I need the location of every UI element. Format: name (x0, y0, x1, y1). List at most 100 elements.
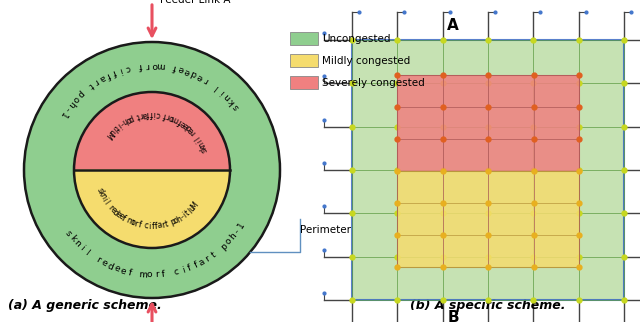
Text: Severely congested: Severely congested (322, 78, 425, 88)
Text: B: B (447, 309, 459, 322)
Text: m: m (138, 270, 148, 279)
Text: l: l (102, 199, 110, 206)
Text: 1: 1 (58, 109, 68, 119)
Text: f: f (138, 61, 143, 70)
Text: 1: 1 (236, 221, 246, 231)
Text: d: d (184, 123, 194, 133)
Text: i: i (182, 211, 189, 220)
Text: f: f (127, 268, 132, 277)
Bar (397, 75, 579, 171)
Text: -: - (233, 227, 242, 235)
Text: h: h (120, 116, 129, 126)
Text: f: f (150, 109, 152, 118)
Text: r: r (138, 110, 143, 120)
Text: A: A (447, 17, 459, 33)
Text: h: h (175, 214, 184, 224)
Bar (397, 171, 579, 267)
Text: r: r (161, 220, 166, 230)
Text: r: r (145, 61, 150, 70)
Text: a: a (141, 109, 147, 119)
Text: f: f (152, 222, 154, 231)
Text: e: e (177, 64, 185, 74)
Text: m: m (124, 216, 135, 227)
Text: Feeder Link A: Feeder Link A (160, 0, 230, 5)
Text: l: l (83, 248, 91, 257)
Text: f: f (105, 70, 111, 80)
Text: o: o (124, 114, 132, 124)
Text: f: f (186, 263, 193, 273)
Text: t: t (164, 220, 169, 229)
Text: s: s (63, 229, 73, 238)
Text: i: i (153, 109, 156, 118)
Text: i: i (218, 88, 226, 96)
Text: e: e (195, 71, 204, 82)
Text: t: t (184, 209, 192, 218)
Text: r: r (94, 255, 102, 265)
Text: f: f (120, 214, 127, 223)
Text: p: p (75, 88, 85, 99)
Text: o: o (70, 93, 81, 103)
Text: r: r (154, 270, 159, 279)
Text: a: a (197, 257, 207, 268)
Text: m: m (156, 61, 166, 70)
Text: d: d (106, 261, 115, 272)
Text: f: f (193, 260, 199, 270)
Text: e: e (108, 205, 118, 215)
Text: o: o (167, 112, 175, 122)
Text: d: d (110, 207, 120, 217)
Text: f: f (111, 67, 118, 77)
Text: Mildly congested: Mildly congested (322, 55, 410, 65)
Text: n: n (97, 192, 108, 201)
Text: p: p (169, 217, 177, 227)
Bar (290, 54, 318, 67)
Text: i: i (148, 222, 151, 231)
Text: (b) A specific scheme.: (b) A specific scheme. (410, 299, 566, 312)
Text: t: t (86, 80, 95, 90)
Text: f: f (155, 222, 158, 231)
Text: i: i (115, 120, 122, 129)
Text: t: t (209, 251, 218, 260)
Text: c: c (155, 109, 161, 119)
Text: M: M (103, 128, 115, 139)
Text: n: n (196, 139, 207, 148)
Text: h: h (65, 98, 76, 109)
Text: p: p (219, 241, 229, 252)
Text: o: o (129, 218, 137, 228)
Text: o: o (223, 237, 234, 247)
Text: c: c (173, 267, 180, 277)
Bar (352, 40, 624, 300)
Text: f: f (137, 220, 142, 230)
Text: e: e (113, 264, 121, 274)
Text: (a) A generic scheme.: (a) A generic scheme. (8, 299, 162, 312)
Text: Uncongested: Uncongested (322, 33, 390, 43)
Text: t: t (112, 122, 120, 131)
Text: i: i (180, 266, 186, 275)
Circle shape (24, 42, 280, 298)
Text: l: l (213, 83, 221, 92)
Text: c: c (143, 221, 149, 231)
Text: i: i (100, 196, 109, 203)
Text: a: a (97, 72, 107, 83)
Text: M: M (189, 201, 201, 212)
Text: f: f (177, 117, 184, 126)
Text: c: c (124, 63, 131, 73)
Text: e: e (113, 210, 122, 220)
Text: d: d (189, 68, 198, 79)
Text: e: e (179, 118, 188, 128)
Text: k: k (198, 143, 208, 151)
Text: n: n (72, 238, 82, 249)
Text: f: f (161, 270, 166, 279)
Text: r: r (92, 76, 100, 86)
Text: l: l (186, 207, 194, 215)
Text: f: f (162, 110, 167, 120)
Text: s: s (231, 102, 241, 111)
Text: p: p (127, 113, 135, 123)
Text: e: e (183, 66, 191, 76)
Bar (290, 32, 318, 45)
Text: k: k (227, 97, 237, 107)
Wedge shape (74, 92, 230, 170)
Text: u: u (188, 204, 198, 213)
Text: e: e (186, 125, 196, 135)
Text: r: r (106, 203, 115, 212)
Text: o: o (172, 215, 180, 226)
